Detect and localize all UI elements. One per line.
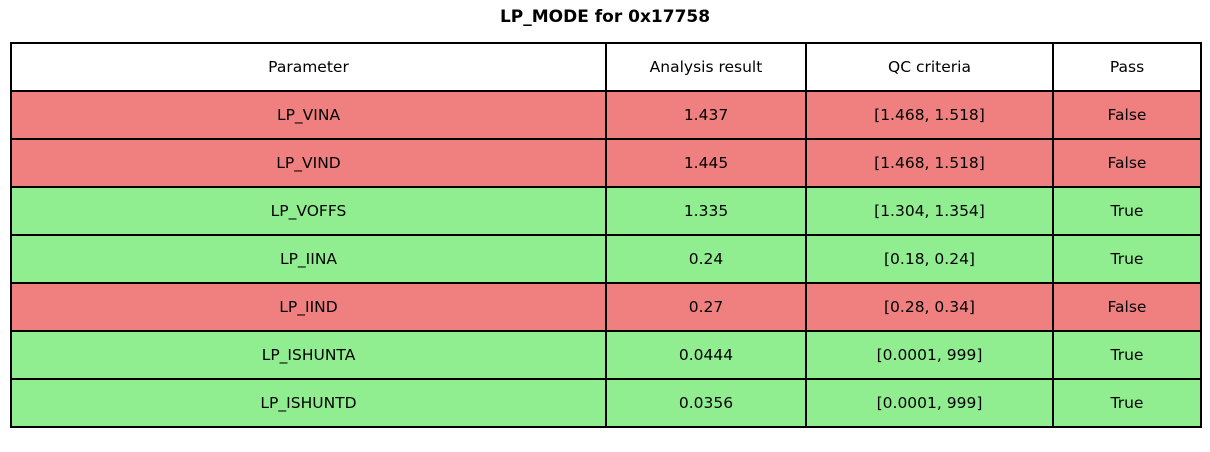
analysis-result-cell: 0.0444 xyxy=(605,330,807,380)
qc-results-table: Parameter Analysis result QC criteria Pa… xyxy=(10,42,1202,428)
parameter-cell: LP_VOFFS xyxy=(10,186,607,236)
parameter-cell: LP_IIND xyxy=(10,282,607,332)
pass-cell: False xyxy=(1052,138,1202,188)
figure-title: LP_MODE for 0x17758 xyxy=(499,7,711,27)
table-row: LP_ISHUNTA 0.0444 [0.0001, 999] True xyxy=(10,330,1202,380)
pass-cell: True xyxy=(1052,330,1202,380)
parameter-cell: LP_VINA xyxy=(10,90,607,140)
analysis-result-cell: 1.437 xyxy=(605,90,807,140)
qc-criteria-cell: [0.28, 0.34] xyxy=(805,282,1054,332)
table-row: LP_VOFFS 1.335 [1.304, 1.354] True xyxy=(10,186,1202,236)
table-row: LP_ISHUNTD 0.0356 [0.0001, 999] True xyxy=(10,378,1202,428)
qc-criteria-cell: [0.18, 0.24] xyxy=(805,234,1054,284)
parameter-cell: LP_VIND xyxy=(10,138,607,188)
table-body: LP_VINA 1.437 [1.468, 1.518] False LP_VIND 1.… xyxy=(10,90,1202,428)
header-row: Parameter Analysis result QC criteria Pa… xyxy=(10,42,1202,92)
analysis-result-cell: 1.335 xyxy=(605,186,807,236)
pass-cell: True xyxy=(1052,186,1202,236)
column-header-parameter: Parameter xyxy=(10,42,607,92)
qc-criteria-cell: [0.0001, 999] xyxy=(805,378,1054,428)
table-row: LP_VIND 1.445 [1.468, 1.518] False xyxy=(10,138,1202,188)
qc-criteria-cell: [1.468, 1.518] xyxy=(805,138,1054,188)
qc-criteria-cell: [1.468, 1.518] xyxy=(805,90,1054,140)
parameter-cell: LP_ISHUNTD xyxy=(10,378,607,428)
parameter-cell: LP_IINA xyxy=(10,234,607,284)
analysis-result-cell: 0.0356 xyxy=(605,378,807,428)
analysis-result-cell: 1.445 xyxy=(605,138,807,188)
table-row: LP_VINA 1.437 [1.468, 1.518] False xyxy=(10,90,1202,140)
table-row: LP_IINA 0.24 [0.18, 0.24] True xyxy=(10,234,1202,284)
parameter-cell: LP_ISHUNTA xyxy=(10,330,607,380)
column-header-analysis-result: Analysis result xyxy=(605,42,807,92)
pass-cell: False xyxy=(1052,282,1202,332)
column-header-pass: Pass xyxy=(1052,42,1202,92)
column-header-qc-criteria: QC criteria xyxy=(805,42,1054,92)
analysis-result-cell: 0.27 xyxy=(605,282,807,332)
qc-criteria-cell: [1.304, 1.354] xyxy=(805,186,1054,236)
pass-cell: True xyxy=(1052,234,1202,284)
qc-criteria-cell: [0.0001, 999] xyxy=(805,330,1054,380)
table-row: LP_IIND 0.27 [0.28, 0.34] False xyxy=(10,282,1202,332)
pass-cell: False xyxy=(1052,90,1202,140)
pass-cell: True xyxy=(1052,378,1202,428)
table-header: Parameter Analysis result QC criteria Pa… xyxy=(10,42,1202,92)
analysis-result-cell: 0.24 xyxy=(605,234,807,284)
